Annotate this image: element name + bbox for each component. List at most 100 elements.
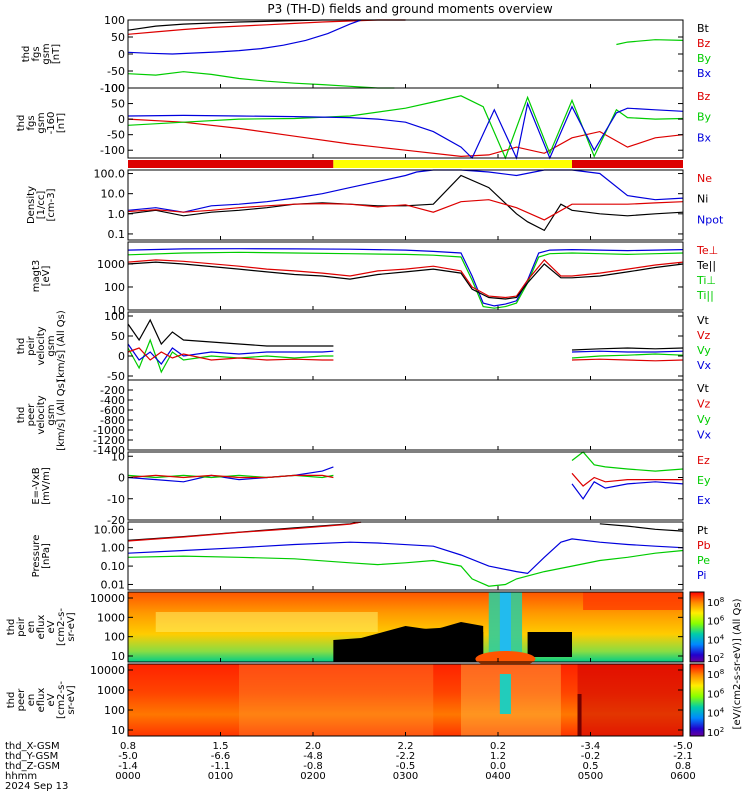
y-axis-label-line: peer xyxy=(16,688,27,712)
x-axis-value: 2.2 xyxy=(398,741,414,752)
y-axis-label: magt3 [eV] xyxy=(31,260,52,293)
y-axis-label-line: [nPa] xyxy=(41,543,52,569)
y-axis-label: thd fgs gsm -160 [nT] xyxy=(16,112,67,135)
x-axis-value: 2.0 xyxy=(305,741,321,752)
y-axis-label-line: thd xyxy=(16,338,27,355)
legend-entry: Vt xyxy=(697,314,710,327)
x-axis-value: 0.8 xyxy=(120,741,136,752)
panel-frame xyxy=(127,19,684,89)
y-tick-label: 10 xyxy=(111,724,125,737)
colorbar-label-group: [eV/(cm2-s-sr-eV)] (All Qs) xyxy=(732,598,743,729)
y-axis-label-line: [mV/m] xyxy=(41,467,52,505)
colorbar-tick-label: 102 xyxy=(707,652,724,665)
y-tick-label: -50 xyxy=(107,370,125,383)
x-axis-value: 0200 xyxy=(300,771,325,782)
y-tick-label: 10000 xyxy=(90,664,125,677)
legend-entry: Ti|| xyxy=(696,289,714,302)
y-axis-label: Pressure [nPa] xyxy=(31,535,52,578)
y-tick-label: 0.1 xyxy=(108,228,126,241)
legend-entry: Ex xyxy=(697,494,711,507)
y-tick-label: 0 xyxy=(118,472,125,485)
y-tick-label: -1200 xyxy=(93,434,125,447)
legend-entry: Vz xyxy=(697,398,711,411)
series-line-green xyxy=(127,251,684,309)
panel-frame xyxy=(127,451,684,521)
series-line-red xyxy=(127,118,684,158)
x-axis-value: -6.6 xyxy=(211,751,231,762)
y-axis-label-line: thd xyxy=(16,115,27,132)
mode-segment xyxy=(128,160,334,168)
x-axis-row-label: thd_Y-GSM xyxy=(5,751,58,762)
mode-segment xyxy=(333,160,572,168)
y-axis-label-line: velocity xyxy=(36,326,47,365)
colorbar xyxy=(689,591,705,663)
y-tick-label: 50 xyxy=(111,31,125,44)
colorbar-label: [eV/(cm2-s-sr-eV)] (All Qs) xyxy=(732,598,743,729)
x-axis-value: 0000 xyxy=(115,771,140,782)
spectrogram-band xyxy=(583,592,683,610)
legend-entry: Pt xyxy=(697,524,709,537)
panel-peir-velocity: 100 50 0 -50 thd peir velocity gsm [km/s] (All Q… xyxy=(16,310,712,383)
y-tick-label: 0.10 xyxy=(101,560,126,573)
y-axis-label-line: en xyxy=(26,621,37,634)
x-axis-value: -5.0 xyxy=(673,741,693,752)
y-axis-label-line: thd xyxy=(21,46,32,63)
x-axis-value: 0.2 xyxy=(490,741,506,752)
series-line-red xyxy=(127,199,684,221)
y-axis-label-line: eflux xyxy=(36,688,47,713)
y-tick-label: -800 xyxy=(100,414,125,427)
x-axis-value: -4.8 xyxy=(303,751,323,762)
x-axis-value: 1.5 xyxy=(213,741,229,752)
x-axis-value: -0.2 xyxy=(581,751,601,762)
legend-entry: Te|| xyxy=(696,259,716,272)
colorbar xyxy=(689,663,705,737)
y-tick-label: -600 xyxy=(100,404,125,417)
legend-entry: Vx xyxy=(697,359,712,372)
y-axis-label: Density [1/cc] [cm-3] xyxy=(26,186,57,224)
y-tick-label: 100 xyxy=(104,281,125,294)
legend-entry: Ey xyxy=(697,474,711,487)
series-line-green xyxy=(127,549,684,587)
y-tick-label: 0 xyxy=(118,48,125,61)
spectrogram-noise-region xyxy=(405,626,484,662)
legend-entry: Vy xyxy=(697,344,711,357)
y-tick-label: -50 xyxy=(107,65,125,78)
x-axis-value: -2.2 xyxy=(396,751,416,762)
colorbar-tick-label: 104 xyxy=(707,633,725,646)
y-tick-label: -20 xyxy=(107,514,125,527)
y-axis-label-line: [km/s] (All Qs) xyxy=(56,379,67,451)
colorbar-tick-label: 108 xyxy=(707,596,724,609)
y-axis-label-line: [nT] xyxy=(56,113,67,133)
y-axis-label-line: [nT] xyxy=(51,44,62,64)
panel-density: 100.0 10.0 1.0 0.1 Density [1/cc] [cm-3] Ne Ni Np… xyxy=(26,168,724,241)
spectrogram-electrons xyxy=(128,664,683,736)
y-axis-label-line: gsm xyxy=(46,404,57,425)
colorbar-tick-label: 104 xyxy=(707,707,725,720)
y-tick-label: 1000 xyxy=(97,258,125,271)
series-line-blue xyxy=(127,169,684,213)
legend-entry: Bx xyxy=(697,67,712,80)
series-line-red xyxy=(127,259,684,299)
y-tick-label: 0 xyxy=(118,113,125,126)
legend-entry: Te⊥ xyxy=(696,244,718,257)
y-tick-label: 10.0 xyxy=(101,188,126,201)
y-axis-label-line: Pressure xyxy=(31,535,42,578)
series-line-green xyxy=(127,451,684,479)
y-axis-label-line: gsm xyxy=(46,335,57,356)
y-tick-label: 100 xyxy=(104,704,125,717)
series-line-blue xyxy=(127,538,684,575)
x-axis-row-label: thd_X-GSM xyxy=(5,741,60,752)
series-line-black xyxy=(127,521,362,541)
y-axis-label-line: [1/cc] xyxy=(36,191,47,220)
x-axis-value: 0600 xyxy=(670,771,695,782)
y-axis-label-line: [cm2-s- xyxy=(56,681,67,719)
y-tick-label: -100 xyxy=(100,82,125,95)
x-axis-value: 0.5 xyxy=(583,761,599,772)
legend-entry: Ni xyxy=(697,193,708,206)
spectrogram-ions xyxy=(128,592,683,667)
y-tick-label: 100 xyxy=(104,631,125,644)
series-line-blue xyxy=(127,101,684,160)
x-axis-value: -5.0 xyxy=(118,751,138,762)
y-tick-label: -1000 xyxy=(93,424,125,437)
